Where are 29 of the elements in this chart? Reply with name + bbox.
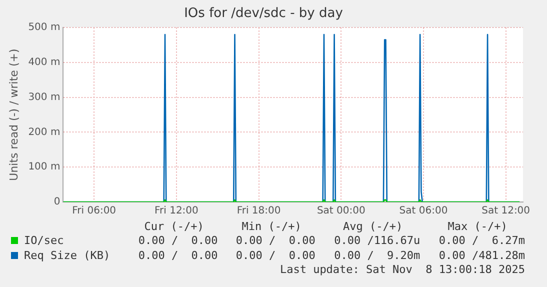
- text: Last update: Sat Nov 8 13:00:18 2025: [278, 263, 525, 276]
- text: 0.00 / 0.00: [234, 248, 316, 263]
- text: Max (-/+): [446, 220, 508, 233]
- text: 0.00 / 9.20m: [333, 248, 420, 263]
- text: 0.00 /481.28m: [438, 248, 525, 263]
- text: 0.00 / 6.27m: [438, 233, 525, 248]
- text: 0.00 / 0.00: [137, 248, 218, 263]
- text: 0.00 / 0.00: [137, 233, 218, 248]
- y-tick-label: 500 m: [28, 22, 60, 34]
- x-tick-label: Sat 06:00: [399, 206, 448, 217]
- chart-title: IOs for /dev/sdc - by day: [184, 6, 344, 22]
- text: Cur (-/+): [143, 220, 205, 233]
- text: Min (-/+): [240, 220, 302, 233]
- y-axis-title: Units read (-) / write (+): [7, 48, 20, 181]
- y-tick-label: 0: [54, 196, 60, 208]
- x-tick-label: Sat 00:00: [316, 206, 366, 217]
- x-tick-label: Sat 12:00: [482, 206, 530, 217]
- text: 0.00 /116.67u: [333, 233, 420, 248]
- y-tick-label: 100 m: [28, 162, 60, 173]
- y-tick-label: 200 m: [28, 126, 60, 138]
- x-tick-label: Fri 06:00: [72, 206, 116, 217]
- legend-label: IO/sec: [24, 234, 64, 247]
- x-tick-label: Fri 18:00: [236, 206, 281, 217]
- text: 0.00 / 0.00: [234, 233, 316, 248]
- y-tick-label: 400 m: [28, 57, 60, 68]
- y-tick-label: 300 m: [28, 92, 60, 103]
- x-tick-label: Fri 12:00: [154, 206, 198, 217]
- text: Avg (-/+): [342, 220, 404, 233]
- legend-label: Req Size (KB): [24, 249, 110, 262]
